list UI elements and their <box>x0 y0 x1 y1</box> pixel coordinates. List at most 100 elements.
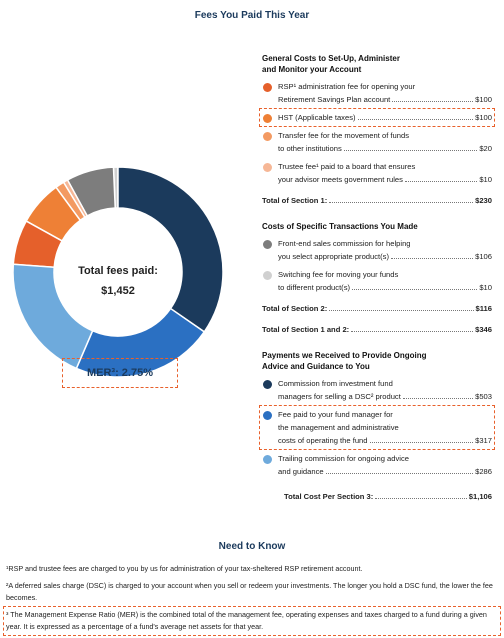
section-total: Total of Section 1: $230 <box>262 194 492 207</box>
heading-line: General Costs to Set-Up, Administer <box>262 54 400 63</box>
item-text: Front-end sales commission for helping <box>278 239 411 248</box>
footnote: ²A deferred sales charge (DSC) is charge… <box>6 581 493 602</box>
item-text: Transfer fee for the movement of funds <box>278 131 409 140</box>
total-label: Total of Section 1: <box>262 196 328 205</box>
item-text: managers for selling a DSC² product <box>278 392 401 401</box>
donut-segment <box>66 166 117 217</box>
item-line: managers for selling a DSC² product $503 <box>278 390 492 403</box>
donut-segment <box>117 166 224 333</box>
item-amount: $100 <box>475 95 492 104</box>
bullet <box>263 83 272 92</box>
item-text: Retirement Savings Plan account <box>278 95 391 104</box>
item-text: Fee paid to your fund manager for <box>278 410 393 419</box>
item-line: HST (Applicable taxes) $100 <box>278 111 492 124</box>
item-line: costs of operating the fund $317 <box>278 434 492 447</box>
item-line: Retirement Savings Plan account $100 <box>278 93 492 106</box>
heading-line: Payments we Received to Provide Ongoing <box>262 351 427 360</box>
item-text: costs of operating the fund <box>278 436 368 445</box>
item-line: and guidance $286 <box>278 465 492 478</box>
item-line: your advisor meets government rules $10 <box>278 173 492 186</box>
item-amount: $10 <box>479 175 492 184</box>
donut-segment <box>12 263 94 370</box>
total-amount: $346 <box>475 325 492 334</box>
fee-item: Trustee fee¹ paid to a board that ensure… <box>262 160 492 186</box>
total-label: Total of Section 2: <box>262 304 328 313</box>
need-to-know-heading: Need to Know <box>218 541 286 552</box>
item-text: you select appropriate product(s) <box>278 252 390 261</box>
item-text: Trustee fee¹ paid to a board that ensure… <box>278 162 416 171</box>
item-amount: $503 <box>475 392 492 401</box>
bullet <box>263 380 272 389</box>
fee-item: Trailing commission for ongoing advice an… <box>262 452 492 478</box>
item-line: Fee paid to your fund manager for <box>278 408 492 421</box>
fee-item: Transfer fee for the movement of funds to… <box>262 129 492 155</box>
footnote: ¹RSP and trustee fees are charged to you… <box>6 564 363 573</box>
title: Fees You Paid This Year <box>194 10 310 21</box>
leader <box>375 490 467 499</box>
donut-segment <box>12 220 64 269</box>
item-line: Trustee fee¹ paid to a board that ensure… <box>278 160 492 173</box>
donut-segment <box>75 307 206 378</box>
item-line: you select appropriate product(s) $106 <box>278 250 492 263</box>
total-label: Total of Section 1 and 2: <box>262 325 350 334</box>
leader <box>352 281 478 290</box>
fee-item: Fee paid to your fund manager for the man… <box>259 405 495 450</box>
leader <box>391 250 474 259</box>
bullet <box>263 411 272 420</box>
leader <box>402 390 474 399</box>
bullet <box>263 132 272 141</box>
item-text: RSP¹ administration fee for opening your <box>278 82 416 91</box>
item-amount: $100 <box>475 113 492 122</box>
leader <box>357 111 474 120</box>
leader <box>329 194 474 203</box>
item-line: Trailing commission for ongoing advice <box>278 452 492 465</box>
leader <box>325 465 474 474</box>
total-label: Total Cost Per Section 3: <box>284 492 374 501</box>
total-amount: $116 <box>475 304 492 313</box>
donut-chart: Total fees paid: $1,452 <box>12 166 224 378</box>
heading-line: and Monitor your Account <box>262 65 362 74</box>
bullet <box>263 271 272 280</box>
bullet <box>263 240 272 249</box>
fee-item: Commission from investment fund managers … <box>262 377 492 403</box>
bullet <box>263 114 272 123</box>
item-line: Front-end sales commission for helping <box>278 237 492 250</box>
item-amount: $10 <box>479 283 492 292</box>
item-line: the management and administrative <box>278 421 492 434</box>
leader <box>404 173 478 182</box>
item-text: your advisor meets government rules <box>278 175 403 184</box>
item-line: to different product(s) $10 <box>278 281 492 294</box>
bullet <box>263 455 272 464</box>
item-line: Transfer fee for the movement of funds <box>278 129 492 142</box>
item-text: to different product(s) <box>278 283 351 292</box>
item-line: Switching fee for moving your funds <box>278 268 492 281</box>
item-line: to other institutions $20 <box>278 142 492 155</box>
item-amount: $317 <box>475 436 492 445</box>
leader <box>343 142 478 151</box>
donut-total: $1,452 <box>101 285 135 297</box>
item-text: and guidance <box>278 467 324 476</box>
donut-segment <box>25 186 82 242</box>
item-text: Commission from investment fund <box>278 379 393 388</box>
fee-item: Switching fee for moving your funds to di… <box>262 268 492 294</box>
fee-item: HST (Applicable taxes) $100 <box>259 108 495 127</box>
fee-breakdown: General Costs to Set-Up, Administer and M… <box>259 47 495 503</box>
item-text: Switching fee for moving your funds <box>278 270 399 279</box>
item-line: Commission from investment fund <box>278 377 492 390</box>
leader <box>329 302 474 311</box>
section-total: Total of Section 1 and 2: $346 <box>262 323 492 336</box>
total-amount: $1,106 <box>468 492 492 501</box>
footnotes: ¹RSP and trustee fees are charged to you… <box>3 563 501 638</box>
section-total: Total Cost Per Section 3: $1,106 <box>284 490 492 503</box>
section-heading: Costs of Specific Transactions You Made <box>262 221 492 232</box>
item-amount: $286 <box>475 467 492 476</box>
item-text: HST (Applicable taxes) <box>278 113 356 122</box>
donut-label: Total fees paid: <box>78 265 158 277</box>
heading-line: Advice and Guidance to You <box>262 362 370 371</box>
item-amount: $20 <box>479 144 492 153</box>
item-amount: $106 <box>475 252 492 261</box>
total-amount: $230 <box>475 196 492 205</box>
item-text: the management and administrative <box>278 423 399 432</box>
heading-line: Costs of Specific Transactions You Made <box>262 222 418 231</box>
